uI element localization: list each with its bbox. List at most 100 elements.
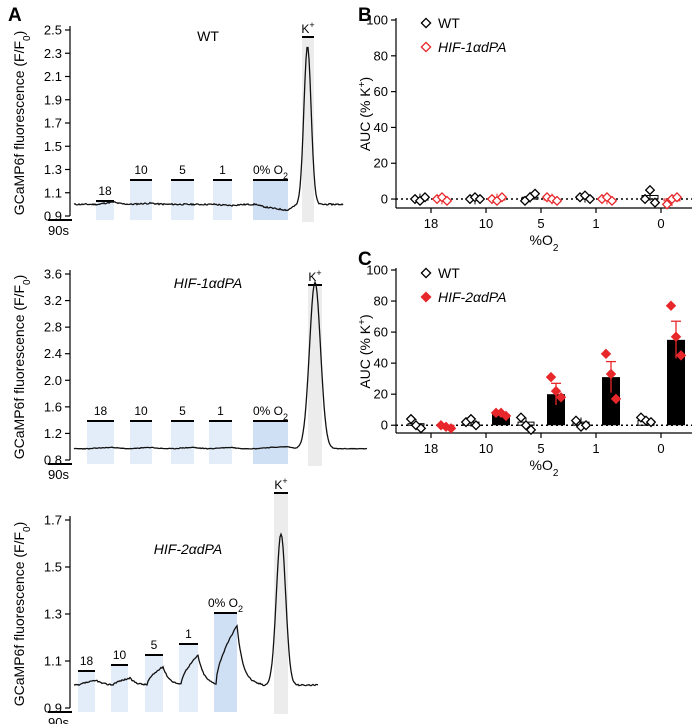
bar xyxy=(667,339,685,426)
trace-title: HIF-1αdPA xyxy=(174,275,242,291)
o2-label-main: 0% O xyxy=(253,404,283,418)
data-point xyxy=(671,192,683,203)
k-label: K+ xyxy=(301,20,314,36)
y-tick-label: 80 xyxy=(374,294,388,309)
y-tick-label: 0 xyxy=(381,192,388,207)
x-tick-label: 5 xyxy=(537,216,544,231)
y-tick-label: 60 xyxy=(374,84,388,99)
trace-wt: 0.9 1.1 1.3 1.5 1.7 1.9 2.1 2.3 2.5 GCaMP6f fluor… xyxy=(11,20,344,238)
x-tick-label: 18 xyxy=(424,216,438,231)
stimulus-label-3: 1 xyxy=(217,404,224,418)
y-tick-label: 2.0 xyxy=(44,373,62,388)
y-tick-label: 2.4 xyxy=(44,346,62,361)
legend-marker xyxy=(420,267,432,279)
y-tick-label: 40 xyxy=(374,120,388,135)
scale-bar-label: 90s xyxy=(48,715,69,724)
data-point xyxy=(419,192,431,203)
legend-marker xyxy=(420,17,432,29)
stimulus-label-0: 18 xyxy=(98,184,112,198)
stimulus-band-4 xyxy=(253,422,288,464)
k-label-sup: + xyxy=(282,476,287,486)
data-point xyxy=(445,423,457,434)
data-point xyxy=(474,193,486,205)
y-tick-label: 0.8 xyxy=(44,453,62,468)
data-point xyxy=(639,193,651,205)
y-tick-label: 2.5 xyxy=(44,23,62,38)
stimulus-label-0pct: 0% O2 xyxy=(208,596,243,614)
x-tick-label: 1 xyxy=(592,216,599,231)
x-tick-label: 1 xyxy=(592,441,599,456)
trace-line xyxy=(73,280,368,450)
y-label-main: GCaMP6f fluorescence (F/F xyxy=(11,532,27,706)
y-tick-label: 3.6 xyxy=(44,267,62,282)
trace-title: HIF-2αdPA xyxy=(154,541,222,557)
x-tick-label: 18 xyxy=(424,441,438,456)
x-tick-label: 5 xyxy=(537,441,544,456)
o2-label-sub: 2 xyxy=(238,604,243,614)
x-tick-label: 10 xyxy=(479,216,493,231)
y-label-close: ) xyxy=(11,522,27,527)
stimulus-band-3 xyxy=(209,422,232,464)
stimulus-band-2 xyxy=(171,422,194,464)
trace-hif1: 0.8 1.2 1.6 2.0 2.4 2.8 3.2 3.6 GCaMP6f fluoresc… xyxy=(11,267,368,482)
data-point xyxy=(645,416,657,428)
k-label-main: K xyxy=(308,270,316,284)
y-tick-label: 1.5 xyxy=(44,560,62,575)
data-point xyxy=(441,195,453,207)
data-point xyxy=(546,193,558,205)
data-point xyxy=(550,385,562,397)
y-label-sup: + xyxy=(357,81,368,87)
k-label-main: K xyxy=(301,22,309,36)
o2-label-sub: 2 xyxy=(283,412,288,422)
y-tick-label: 20 xyxy=(374,387,388,402)
y-axis-label: AUC (% K+) xyxy=(357,77,374,151)
data-point xyxy=(496,192,508,203)
k-label-main: K xyxy=(274,478,282,492)
data-point xyxy=(670,331,682,342)
stimulus-label-3: 1 xyxy=(185,627,192,641)
data-point xyxy=(584,193,596,205)
y-axis-label: GCaMP6f fluorescence (F/F0) xyxy=(11,275,33,460)
y-tick-label: 3.2 xyxy=(44,293,62,308)
y-tick-label: 1.9 xyxy=(44,92,62,107)
data-point xyxy=(606,195,618,207)
data-point xyxy=(525,424,537,436)
data-point xyxy=(580,420,592,431)
data-point xyxy=(605,368,617,380)
stimulus-label-2: 5 xyxy=(179,163,186,177)
data-point xyxy=(610,393,622,405)
data-point xyxy=(529,188,541,199)
data-point xyxy=(644,184,656,196)
trace-title: WT xyxy=(197,28,219,44)
y-tick-label: 1.1 xyxy=(44,185,62,200)
y-label-sup: + xyxy=(357,319,368,325)
k-label: K+ xyxy=(308,268,321,284)
stimulus-label-2: 5 xyxy=(179,404,186,418)
y-tick-label: 1.7 xyxy=(44,116,62,131)
data-point xyxy=(515,412,527,423)
scale-bar-label: 90s xyxy=(48,223,69,238)
stimulus-label-0pct: 0% O2 xyxy=(253,163,288,181)
k-label: K+ xyxy=(274,476,287,492)
trace-line xyxy=(73,532,319,687)
x-tick-label: 10 xyxy=(479,441,493,456)
x-label-main: %O xyxy=(530,457,553,473)
stimulus-band-4 xyxy=(214,614,237,712)
data-point xyxy=(520,420,532,431)
x-label-sub: 2 xyxy=(553,468,559,479)
stimulus-label-0: 18 xyxy=(94,404,108,418)
legend-label: HIF-2αdPA xyxy=(438,289,506,305)
data-point xyxy=(409,193,421,205)
x-tick-label: 0 xyxy=(657,441,664,456)
y-label-sub: 0 xyxy=(22,35,33,41)
data-point xyxy=(545,371,557,383)
stimulus-label-0pct: 0% O2 xyxy=(253,404,288,422)
y-axis-label: GCaMP6f fluorescence (F/F0) xyxy=(11,31,33,216)
stimulus-band-0 xyxy=(78,672,95,712)
data-point xyxy=(661,199,673,210)
y-label-main: GCaMP6f fluorescence (F/F xyxy=(11,41,27,215)
panel-letter-a: A xyxy=(8,5,22,26)
